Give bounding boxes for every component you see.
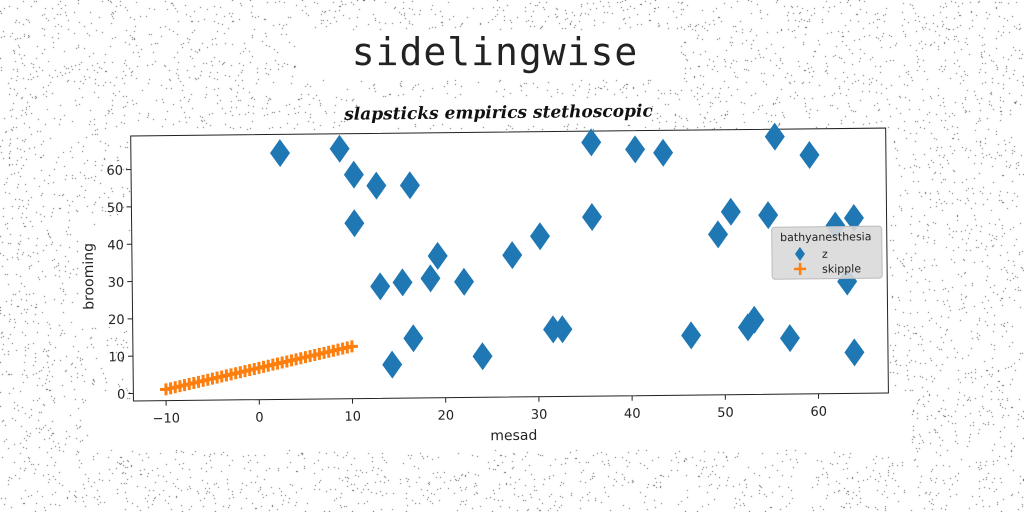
y-tick-label: 30 xyxy=(108,276,125,291)
point-z xyxy=(366,171,387,200)
point-z xyxy=(681,321,702,350)
point-z xyxy=(502,241,523,270)
legend-title: bathyanesthesia xyxy=(780,230,871,244)
x-tick-label: −10 xyxy=(152,411,180,426)
point-z xyxy=(552,315,573,344)
x-tick-label: 20 xyxy=(438,409,455,424)
point-z xyxy=(344,209,365,238)
point-z xyxy=(454,267,475,296)
point-z xyxy=(653,138,674,167)
point-z xyxy=(843,203,864,232)
y-axis-label: brooming xyxy=(81,243,98,310)
x-axis: −10 0 10 20 30 40 50 60 xyxy=(152,393,827,427)
plot-frame xyxy=(130,127,889,402)
y-tick-label: 10 xyxy=(108,350,125,365)
page-title: sidelingwise xyxy=(351,30,639,74)
legend-marker-z xyxy=(794,246,805,261)
point-z xyxy=(581,128,602,157)
point-z xyxy=(758,201,779,230)
point-z xyxy=(625,135,646,164)
x-tick-label: 60 xyxy=(810,405,827,420)
point-z xyxy=(399,171,420,200)
point-z xyxy=(270,139,291,168)
legend-label-z: z xyxy=(822,248,828,261)
point-z xyxy=(582,202,603,231)
point-z xyxy=(370,272,391,301)
x-tick-label: 30 xyxy=(531,408,548,423)
point-z xyxy=(744,305,765,334)
x-axis-label: mesad xyxy=(490,428,537,444)
point-z xyxy=(799,140,820,169)
point-z xyxy=(530,222,551,251)
point-z xyxy=(737,313,758,342)
point-z xyxy=(472,342,493,371)
point-skipple xyxy=(345,340,358,353)
x-tick-label: 40 xyxy=(624,407,641,422)
point-z xyxy=(720,197,741,226)
x-tick-label: 50 xyxy=(717,406,734,421)
point-z xyxy=(382,350,403,379)
point-z xyxy=(403,324,424,353)
point-z xyxy=(392,268,413,297)
point-z xyxy=(779,324,800,353)
legend: bathyanesthesia z skipple xyxy=(771,225,883,280)
x-tick-label: 0 xyxy=(255,411,263,426)
y-axis: 0 10 20 30 40 50 60 xyxy=(106,164,134,403)
y-tick-label: 50 xyxy=(107,201,124,216)
point-z xyxy=(844,338,865,367)
point-z xyxy=(764,122,785,151)
point-z xyxy=(343,160,364,189)
point-z xyxy=(420,264,441,293)
legend-label-skipple: skipple xyxy=(822,262,861,275)
legend-marker-skipple xyxy=(794,262,807,275)
y-tick-label: 0 xyxy=(117,388,125,403)
point-z xyxy=(427,241,448,270)
y-tick-label: 60 xyxy=(106,164,123,179)
y-tick-label: 40 xyxy=(107,238,124,253)
data-marks xyxy=(159,122,865,396)
y-tick-label: 20 xyxy=(108,313,125,328)
point-z xyxy=(708,220,729,249)
x-tick-label: 10 xyxy=(344,410,361,425)
point-z xyxy=(329,134,350,163)
chart-title: slapsticks empirics stethoscopic xyxy=(343,101,653,124)
